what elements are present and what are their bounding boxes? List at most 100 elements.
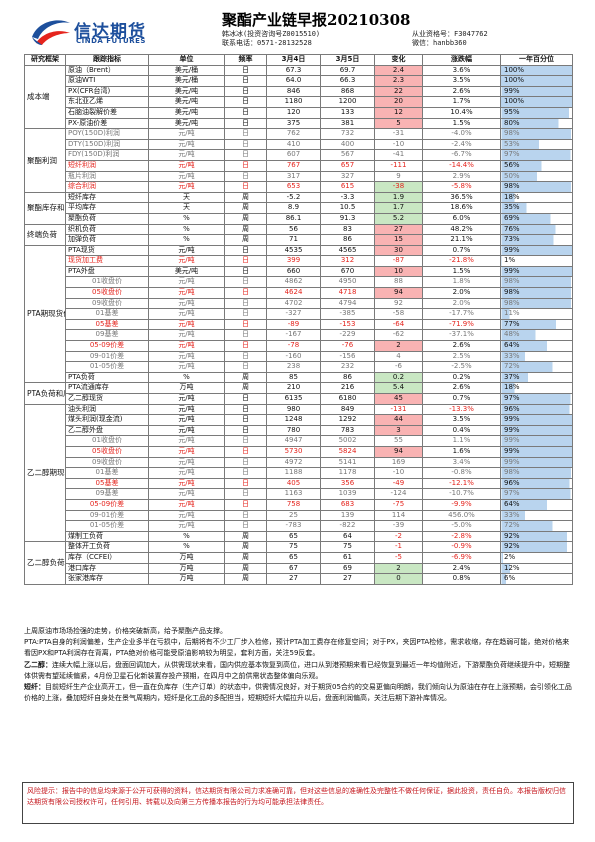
table-row: 短纤利润 元/吨日 767 657 -111 -14.4% 56% [25, 159, 573, 172]
indicator-name: 09-01价差 [65, 350, 149, 363]
change-cell: 0 [374, 573, 423, 585]
unit-cell: 元/吨 [148, 445, 225, 458]
pct-change-cell: 2.0% [422, 297, 501, 310]
value-date2: 232 [320, 361, 375, 373]
frequency-cell: 日 [224, 128, 267, 140]
value-date2: -822 [320, 520, 375, 532]
change-cell: 94 [374, 445, 423, 458]
pct-change-cell: 1.5% [422, 265, 501, 278]
unit-cell: 元/吨 [148, 329, 225, 342]
change-cell: 9 [374, 170, 423, 183]
pct-change-cell: 1.8% [422, 276, 501, 289]
indicator-name: PTA流通库存 [65, 382, 149, 394]
table-row: 平均库存天周 8.9 10.5 1.7 18.6% 35% [25, 202, 573, 214]
change-cell: 114 [374, 509, 423, 522]
pct-change-cell: -5.8% [422, 181, 501, 193]
percentile-cell: 99% [500, 265, 573, 278]
unit-cell: % [148, 530, 225, 543]
percentile-cell: 18% [500, 382, 573, 394]
value-date1: 410 [266, 138, 321, 151]
indicator-name: 张家港库存 [65, 573, 149, 585]
frequency-cell: 日 [224, 477, 267, 490]
change-cell: -31 [374, 128, 423, 140]
frequency-cell: 日 [224, 520, 267, 532]
value-date1: 75 [266, 541, 321, 553]
table-row: DTY(150D)利润 元/吨日 410 400 -10 -2.4% 53% [25, 138, 573, 151]
value-date1: 86.1 [266, 212, 321, 225]
unit-cell: 元/吨 [148, 340, 225, 352]
indicator-name: FDY(150D)利润 [65, 149, 149, 161]
indicator-name: PTA现货 [65, 244, 149, 257]
value-date1: 758 [266, 498, 321, 511]
change-cell: -49 [374, 477, 423, 490]
table-row: PX(CFR台湾) 美元/吨日 846 868 22 2.6% 99% [25, 85, 573, 98]
change-cell: 22 [374, 85, 423, 98]
group-label: 聚酯利润 [24, 128, 66, 193]
table-row: 09基差 元/吨日 -167 -229 -62 -37.1% 48% [25, 329, 573, 342]
percentile-cell: 64% [500, 498, 573, 511]
value-date2: -229 [320, 329, 375, 342]
percentile-cell: 37% [500, 371, 573, 384]
unit-cell: 元/吨 [148, 308, 225, 320]
value-date1: 780 [266, 424, 321, 437]
risk-disclaimer: 风险提示：报告中的信息均来源于公开可获得的资料，信达期货有限公司力求准确可靠，但… [22, 782, 574, 824]
frequency-cell: 日 [224, 308, 267, 320]
value-date1: 120 [266, 106, 321, 119]
pct-change-cell: 1.1% [422, 435, 501, 447]
frequency-cell: 日 [224, 509, 267, 522]
value-date2: 64 [320, 530, 375, 543]
table-row: 聚酯负荷% 周 86.1 91.3 5.2 6.0% 69% [25, 212, 573, 225]
unit-cell: 元/吨 [148, 149, 225, 161]
change-cell: 5.4 [374, 382, 423, 394]
indicator-name: PTA负荷 [65, 371, 149, 384]
phone-line: 联系电话：0571-28132528 [222, 39, 312, 47]
unit-cell: % [148, 234, 225, 246]
pct-change-cell: -2.8% [422, 530, 501, 543]
indicator-name: 油头利润 [65, 403, 149, 416]
pct-change-cell: -21.8% [422, 255, 501, 267]
table-row: 终端负荷 织机负荷% 周 56 83 27 48.2% 76% [24, 223, 573, 246]
value-date2: 83 [320, 223, 375, 236]
value-date1: 71 [266, 234, 321, 246]
percentile-cell: 95% [500, 106, 573, 119]
value-date1: 1180 [266, 96, 321, 108]
value-date2: 868 [320, 85, 375, 98]
wechat-line: 微信：hanbb360 [412, 39, 467, 47]
frequency-cell: 周 [224, 562, 267, 575]
indicator-name: 现货加工费 [65, 255, 149, 267]
pct-change-cell: 36.5% [422, 191, 501, 204]
value-date2: 657 [320, 159, 375, 172]
value-date1: -783 [266, 520, 321, 532]
frequency-cell: 日 [224, 318, 267, 331]
change-cell: 55 [374, 435, 423, 447]
percentile-cell: 80% [500, 117, 573, 130]
value-date1: 85 [266, 371, 321, 384]
percentile-cell: 2% [500, 551, 573, 564]
frequency-cell: 日 [224, 488, 267, 500]
frequency-cell: 周 [224, 212, 267, 225]
frequency-cell: 日 [224, 181, 267, 193]
report-header: 信达期货 CINDA FUTURES 聚酯产业链早报20210308 韩冰冰(投… [22, 9, 575, 53]
unit-cell: 美元/吨 [148, 96, 225, 108]
indicator-name: PX-原油价差 [65, 117, 149, 130]
value-date1: 1163 [266, 488, 321, 500]
percentile-cell: 98% [500, 467, 573, 479]
unit-cell: 元/吨 [148, 414, 225, 426]
change-cell: 15 [374, 234, 423, 246]
change-cell: 2.3 [374, 75, 423, 87]
indicator-name: 01收盘价 [65, 276, 149, 289]
value-date1: 4862 [266, 276, 321, 289]
change-cell: 1.7 [374, 202, 423, 214]
unit-cell: 元/吨 [148, 159, 225, 172]
pct-change-cell: 18.6% [422, 202, 501, 214]
unit-cell: 元/吨 [148, 488, 225, 500]
percentile-cell: 99% [500, 85, 573, 98]
pct-change-cell: 6.0% [422, 212, 501, 225]
value-date1: 56 [266, 223, 321, 236]
value-date1: 64.0 [266, 75, 321, 87]
table-row: 乙二醇现货 元/吨日 6135 6180 45 0.7% 97% [25, 393, 573, 405]
table-row: FDY(150D)利润 元/吨日 607 567 -41 -6.7% 97% [25, 149, 573, 161]
pct-change-cell: 0.7% [422, 244, 501, 257]
value-date2: 4794 [320, 297, 375, 310]
unit-cell: 美元/桶 [148, 64, 225, 77]
